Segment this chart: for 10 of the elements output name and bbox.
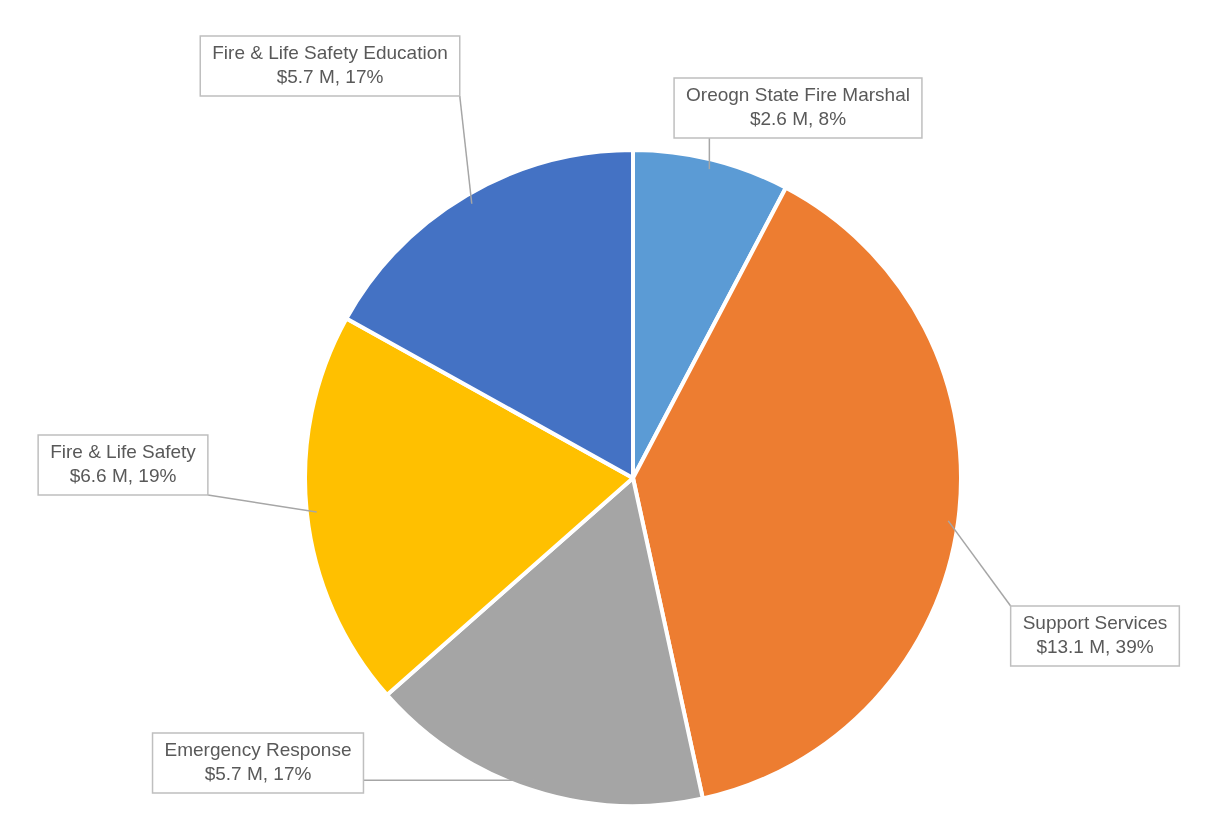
data-label: $6.6 M, 19% — [69, 465, 177, 487]
data-label: $2.6 M, 8% — [749, 108, 847, 130]
slice-label: Support Services — [1022, 612, 1168, 634]
slice-label: Fire & Life Safety Education — [212, 42, 448, 64]
data-label: $13.1 M, 39% — [1036, 636, 1154, 658]
data-label: $5.7 M, 17% — [276, 66, 384, 88]
slice-label: Fire & Life Safety — [50, 441, 197, 463]
slice-label: Oreogn State Fire Marshal — [686, 84, 910, 106]
slice-label: Emergency Response — [164, 739, 352, 761]
data-label: $5.7 M, 17% — [204, 763, 312, 785]
